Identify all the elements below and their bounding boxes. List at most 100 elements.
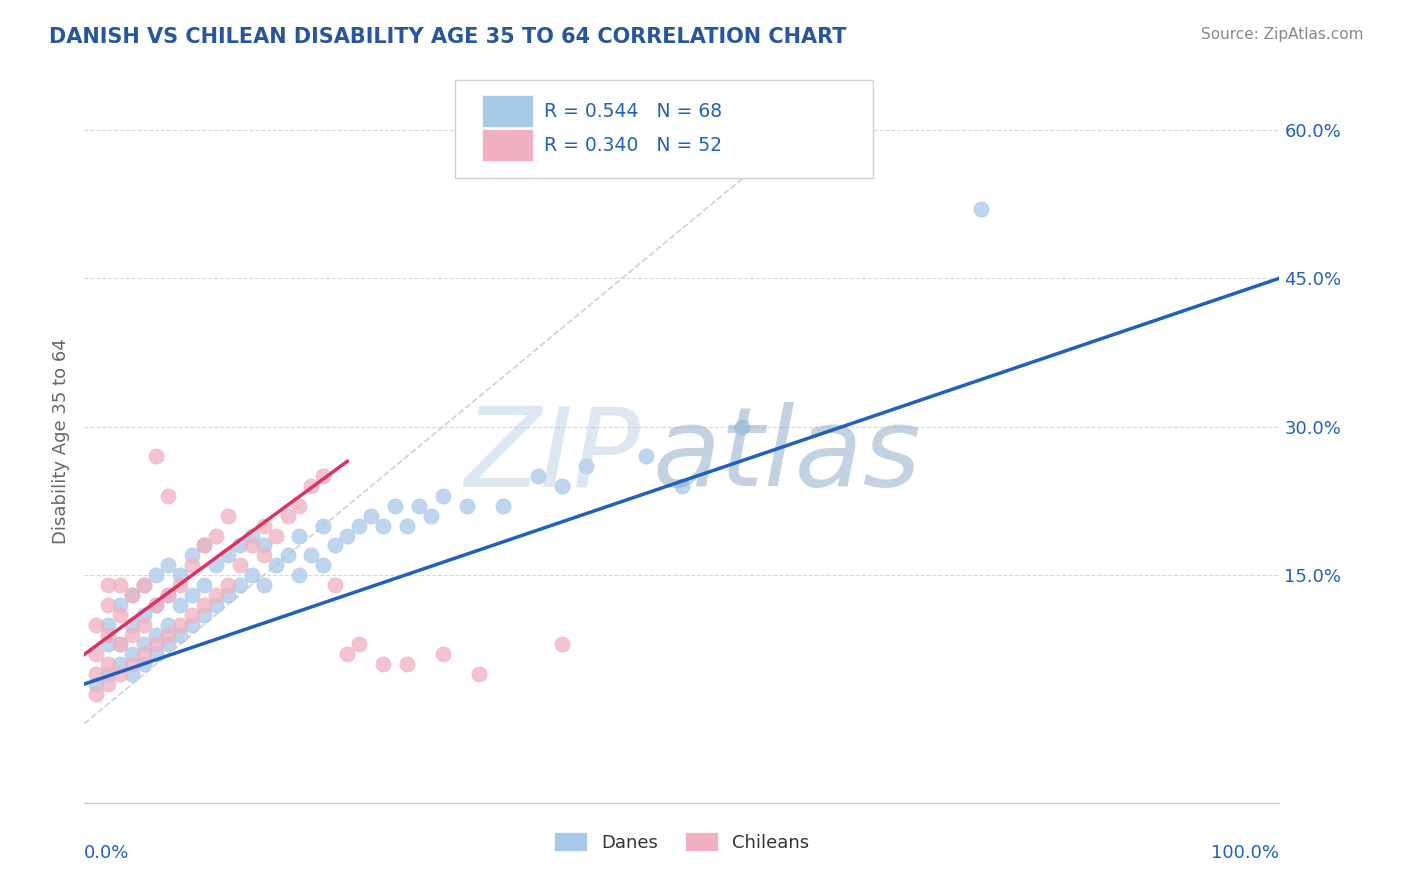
Point: [132, 578, 156, 592]
Point: [181, 549, 204, 563]
Point: [181, 617, 204, 632]
Point: [110, 578, 132, 592]
Point: [301, 479, 323, 493]
FancyBboxPatch shape: [456, 80, 873, 178]
Point: [86, 648, 108, 662]
Point: [169, 598, 191, 612]
Point: [181, 607, 204, 622]
Point: [970, 202, 993, 216]
Point: [301, 549, 323, 563]
Point: [121, 588, 143, 602]
Point: [110, 667, 132, 681]
Point: [169, 617, 191, 632]
Point: [193, 539, 215, 553]
Point: [169, 568, 191, 582]
Point: [157, 489, 180, 503]
Point: [97, 617, 120, 632]
Point: [110, 607, 132, 622]
Point: [145, 637, 167, 651]
Point: [132, 648, 156, 662]
Point: [86, 617, 108, 632]
Point: [253, 549, 276, 563]
Point: [86, 667, 108, 681]
Point: [277, 549, 299, 563]
Point: [193, 539, 215, 553]
Point: [145, 598, 167, 612]
Point: [157, 588, 180, 602]
Point: [145, 627, 167, 641]
Point: [132, 607, 156, 622]
Point: [169, 627, 191, 641]
Text: DANISH VS CHILEAN DISABILITY AGE 35 TO 64 CORRELATION CHART: DANISH VS CHILEAN DISABILITY AGE 35 TO 6…: [49, 27, 846, 46]
Point: [97, 598, 120, 612]
Point: [420, 508, 443, 523]
Point: [336, 648, 359, 662]
Point: [229, 578, 252, 592]
Point: [86, 677, 108, 691]
Point: [325, 578, 347, 592]
Point: [193, 598, 215, 612]
Text: Source: ZipAtlas.com: Source: ZipAtlas.com: [1201, 27, 1364, 42]
Point: [217, 578, 239, 592]
Point: [121, 627, 143, 641]
Point: [373, 518, 395, 533]
Text: atlas: atlas: [652, 402, 921, 509]
Point: [384, 499, 406, 513]
Point: [432, 489, 454, 503]
Point: [349, 518, 371, 533]
Point: [169, 578, 191, 592]
Point: [671, 479, 693, 493]
Point: [86, 687, 108, 701]
Point: [551, 479, 574, 493]
Point: [253, 518, 276, 533]
Point: [121, 648, 143, 662]
Point: [132, 657, 156, 672]
Point: [97, 667, 120, 681]
Point: [349, 637, 371, 651]
Point: [527, 469, 550, 483]
Point: [396, 518, 419, 533]
FancyBboxPatch shape: [482, 95, 533, 128]
Point: [468, 667, 491, 681]
Point: [205, 598, 228, 612]
Point: [264, 558, 287, 573]
Point: [145, 598, 167, 612]
Point: [121, 667, 143, 681]
Point: [217, 588, 239, 602]
Point: [636, 450, 658, 464]
Point: [229, 558, 252, 573]
Point: [181, 588, 204, 602]
Point: [157, 558, 180, 573]
Point: [277, 508, 299, 523]
Point: [288, 528, 311, 542]
Point: [121, 588, 143, 602]
Point: [145, 648, 167, 662]
Point: [132, 637, 156, 651]
Point: [325, 539, 347, 553]
Point: [193, 607, 215, 622]
Point: [110, 657, 132, 672]
Point: [432, 648, 454, 662]
Point: [97, 578, 120, 592]
Point: [121, 617, 143, 632]
FancyBboxPatch shape: [482, 129, 533, 161]
Point: [731, 419, 754, 434]
Point: [157, 627, 180, 641]
Point: [97, 677, 120, 691]
Point: [312, 469, 335, 483]
Point: [253, 578, 276, 592]
Point: [288, 568, 311, 582]
Point: [132, 578, 156, 592]
Point: [145, 568, 167, 582]
Point: [110, 637, 132, 651]
Point: [336, 528, 359, 542]
Point: [205, 528, 228, 542]
Point: [312, 558, 335, 573]
Point: [492, 499, 515, 513]
Point: [193, 578, 215, 592]
Point: [456, 499, 478, 513]
Point: [157, 588, 180, 602]
Text: 0.0%: 0.0%: [84, 845, 129, 863]
Point: [240, 528, 263, 542]
Point: [217, 549, 239, 563]
